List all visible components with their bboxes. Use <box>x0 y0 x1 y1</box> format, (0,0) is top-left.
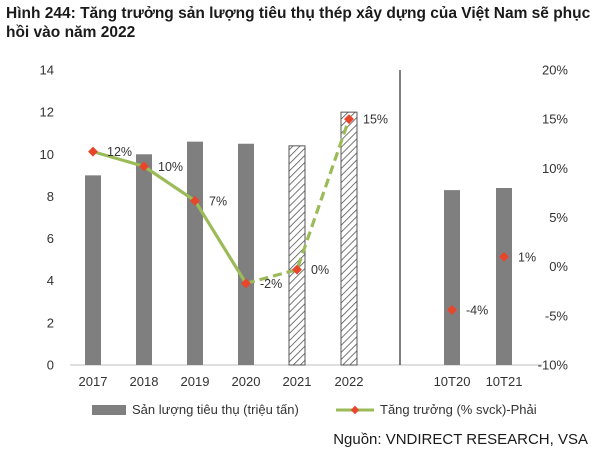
growth-marker <box>139 161 149 172</box>
growth-marker <box>190 195 200 206</box>
y-left-tick-label: 2 <box>47 315 54 330</box>
growth-data-label: 1% <box>518 250 536 264</box>
y-right-tick-label: 20% <box>542 63 568 78</box>
y-right-tick-label: 0% <box>549 259 568 274</box>
y-left-tick-label: 12 <box>40 105 54 120</box>
legend-swatch-line <box>336 405 374 414</box>
growth-data-label: 0% <box>311 263 329 277</box>
legend-swatch-bar <box>92 404 126 415</box>
y-right-tick-label: -10% <box>538 358 569 373</box>
y-left-tick-label: 14 <box>40 63 54 78</box>
volume-bar <box>444 190 460 365</box>
y-left-tick-label: 6 <box>47 231 54 246</box>
legend-label-growth: Tăng trưởng (% svck)-Phải <box>380 402 537 417</box>
y-right-tick-label: -5% <box>545 308 569 323</box>
volume-bar <box>136 154 152 365</box>
growth-line-actual <box>92 150 248 285</box>
growth-data-label: 15% <box>363 113 388 127</box>
y-left-tick-label: 4 <box>47 273 54 288</box>
y-right-tick-label: 10% <box>542 161 568 176</box>
x-tick-label: 10T20 <box>434 374 471 389</box>
x-tick-label: 2019 <box>181 374 210 389</box>
growth-marker <box>499 251 509 262</box>
chart-canvas: 0 2 4 6 8 10 12 14 -10% -5% 0% 5% 10% 15% 20% 2017 2018 2… <box>40 63 569 390</box>
y-left-tick-label: 10 <box>40 147 54 162</box>
growth-marker <box>88 146 98 157</box>
growth-data-label: 10% <box>158 160 183 174</box>
growth-marker <box>241 278 251 289</box>
legend-item-growth: Tăng trưởng (% svck)-Phải <box>336 402 537 417</box>
x-tick-label: 10T21 <box>486 374 523 389</box>
growth-marker <box>292 264 302 275</box>
volume-bar <box>496 188 512 365</box>
growth-data-label: -2% <box>260 277 282 291</box>
chart-title: Hình 244: Tăng trưởng sản lượng tiêu thụ… <box>6 5 591 41</box>
volume-bar <box>288 145 306 366</box>
volume-bar <box>85 175 101 365</box>
x-tick-label: 2017 <box>79 374 108 389</box>
source-note: Nguồn: VNDIRECT RESEARCH, VSA <box>333 431 588 448</box>
x-tick-label: 2022 <box>335 374 364 389</box>
volume-bar <box>187 141 203 365</box>
y-left-tick-label: 0 <box>47 358 54 373</box>
y-right-tick-label: 15% <box>542 112 568 127</box>
growth-marker <box>447 304 457 315</box>
y-left-tick-label: 8 <box>47 189 54 204</box>
chart-legend: Sản lượng tiêu thụ (triệu tấn) Tăng trưở… <box>92 402 592 422</box>
x-tick-label: 2021 <box>283 374 312 389</box>
legend-label-volume: Sản lượng tiêu thụ (triệu tấn) <box>132 402 299 417</box>
x-tick-label: 2018 <box>130 374 159 389</box>
volume-bar <box>238 143 254 365</box>
growth-data-label: 7% <box>209 194 227 208</box>
y-right-tick-label: 5% <box>549 210 568 225</box>
x-tick-label: 2020 <box>232 374 261 389</box>
growth-data-label: 12% <box>107 145 132 159</box>
growth-data-label: -4% <box>466 303 488 317</box>
volume-bar <box>340 111 358 366</box>
legend-item-volume: Sản lượng tiêu thụ (triệu tấn) <box>92 402 299 417</box>
growth-line-forecast <box>245 118 351 285</box>
